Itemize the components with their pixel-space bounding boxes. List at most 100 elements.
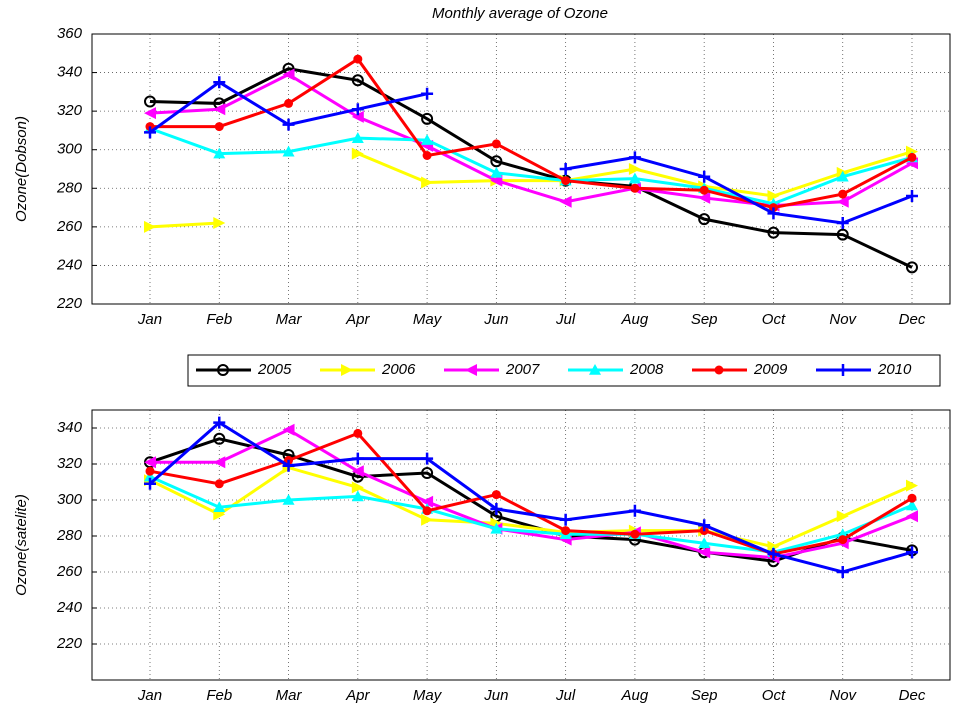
x-tick-label: Jun bbox=[483, 687, 508, 704]
x-tick-label: Mar bbox=[276, 311, 303, 328]
y-tick-label: 260 bbox=[56, 218, 83, 235]
marker bbox=[282, 459, 295, 472]
legend-label: 2007 bbox=[505, 361, 540, 378]
x-tick-label: Aug bbox=[621, 311, 649, 328]
marker bbox=[906, 499, 918, 511]
marker bbox=[214, 479, 224, 489]
marker bbox=[282, 494, 295, 505]
legend-label: 2006 bbox=[381, 361, 416, 378]
marker bbox=[144, 107, 156, 120]
series-line bbox=[149, 465, 913, 549]
marker bbox=[213, 76, 226, 89]
legend-label: 2010 bbox=[877, 361, 912, 378]
series-line bbox=[150, 57, 913, 210]
marker bbox=[559, 195, 572, 208]
marker bbox=[490, 155, 503, 168]
x-tick-label: Sep bbox=[691, 311, 718, 328]
y-tick-label: 360 bbox=[57, 25, 83, 42]
series-line bbox=[149, 67, 913, 269]
marker bbox=[421, 467, 434, 479]
marker bbox=[906, 479, 918, 492]
y-tick-label: 260 bbox=[56, 563, 83, 580]
marker bbox=[282, 145, 295, 157]
marker bbox=[284, 98, 294, 108]
marker bbox=[491, 139, 501, 149]
marker bbox=[213, 103, 226, 116]
marker bbox=[490, 522, 503, 534]
marker bbox=[836, 217, 849, 229]
marker bbox=[699, 185, 709, 195]
marker bbox=[213, 217, 226, 229]
marker bbox=[906, 261, 918, 274]
y-tick-label: 300 bbox=[57, 491, 83, 508]
marker bbox=[907, 152, 917, 162]
x-tick-label: May bbox=[413, 311, 443, 328]
marker bbox=[767, 226, 780, 239]
x-tick-label: Jul bbox=[555, 687, 576, 704]
series-line bbox=[149, 475, 913, 554]
marker bbox=[698, 213, 711, 226]
x-tick-label: Dec bbox=[899, 311, 926, 328]
marker bbox=[490, 166, 503, 178]
series-line bbox=[149, 420, 913, 574]
marker bbox=[144, 470, 156, 482]
marker bbox=[351, 490, 364, 502]
y-tick-label: 340 bbox=[57, 419, 83, 436]
marker bbox=[490, 503, 503, 515]
x-tick-label: Nov bbox=[829, 687, 857, 704]
x-tick-label: Jun bbox=[483, 311, 508, 328]
marker bbox=[767, 190, 780, 202]
y-axis-label: Ozone(Dobson) bbox=[13, 116, 30, 222]
marker bbox=[836, 228, 849, 241]
marker bbox=[421, 176, 434, 189]
x-tick-label: Oct bbox=[762, 687, 786, 704]
marker bbox=[628, 163, 641, 175]
marker bbox=[628, 151, 641, 164]
marker bbox=[906, 546, 918, 559]
x-tick-label: Feb bbox=[206, 687, 232, 704]
marker bbox=[767, 207, 780, 220]
marker bbox=[421, 112, 434, 125]
marker bbox=[630, 183, 640, 193]
legend-marker bbox=[465, 364, 477, 376]
marker bbox=[836, 170, 849, 182]
marker bbox=[836, 195, 849, 208]
marker bbox=[351, 103, 364, 116]
marker bbox=[906, 190, 918, 202]
marker bbox=[213, 147, 226, 159]
marker bbox=[422, 506, 432, 516]
marker bbox=[698, 170, 711, 183]
series-line bbox=[149, 127, 913, 206]
y-tick-label: 320 bbox=[57, 102, 83, 119]
y-tick-label: 240 bbox=[56, 599, 83, 616]
marker bbox=[145, 466, 155, 476]
y-tick-label: 280 bbox=[56, 179, 83, 196]
marker bbox=[421, 134, 434, 145]
x-tick-label: Sep bbox=[691, 687, 718, 704]
y-tick-label: 300 bbox=[57, 141, 83, 158]
marker bbox=[351, 132, 364, 143]
marker bbox=[144, 126, 156, 139]
marker bbox=[421, 452, 434, 465]
y-tick-label: 320 bbox=[57, 455, 83, 472]
marker bbox=[698, 519, 711, 532]
x-tick-label: Jan bbox=[137, 311, 162, 328]
marker bbox=[353, 428, 363, 438]
marker bbox=[491, 490, 501, 500]
marker bbox=[422, 151, 432, 160]
marker bbox=[838, 535, 848, 545]
marker bbox=[559, 513, 572, 526]
x-tick-label: Apr bbox=[345, 687, 370, 704]
marker bbox=[561, 176, 571, 186]
marker bbox=[698, 546, 711, 559]
marker bbox=[213, 432, 226, 445]
marker bbox=[351, 452, 364, 465]
x-tick-label: Jan bbox=[137, 687, 162, 704]
marker bbox=[421, 513, 434, 526]
marker bbox=[906, 510, 918, 523]
marker bbox=[144, 456, 156, 469]
plot-frame bbox=[91, 409, 951, 681]
marker bbox=[698, 537, 711, 548]
marker bbox=[628, 504, 641, 517]
series-line bbox=[150, 428, 913, 560]
